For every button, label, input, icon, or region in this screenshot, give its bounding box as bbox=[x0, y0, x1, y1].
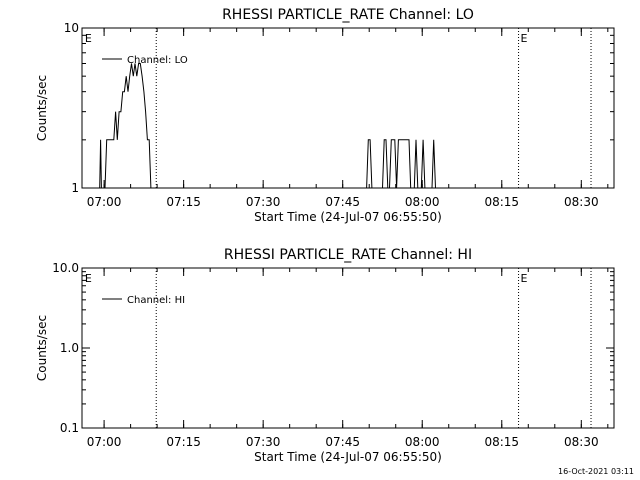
x-tick-label: 08:30 bbox=[564, 195, 599, 209]
x-tick-label: 08:00 bbox=[405, 195, 440, 209]
y-axis-label: Counts/sec bbox=[35, 315, 49, 381]
event-marker-label: E bbox=[85, 272, 92, 285]
legend-entry: Channel: HI bbox=[127, 295, 185, 306]
y-tick-label: 10.0 bbox=[52, 261, 79, 275]
event-marker-label: E bbox=[85, 32, 92, 45]
x-tick-label: 08:15 bbox=[484, 195, 519, 209]
x-tick-label: 07:45 bbox=[325, 195, 360, 209]
panel-lo-channel: RHESSI PARTICLE_RATE Channel: LO Counts/s… bbox=[35, 7, 615, 224]
legend-entry: Channel: LO bbox=[127, 55, 188, 66]
event-marker-label: E bbox=[521, 272, 528, 285]
x-tick-label: 07:45 bbox=[325, 435, 360, 449]
x-tick-label: 08:30 bbox=[564, 435, 599, 449]
x-tick-label: 07:15 bbox=[166, 195, 201, 209]
chart-title: RHESSI PARTICLE_RATE Channel: HI bbox=[224, 247, 472, 263]
plot-frame bbox=[81, 27, 615, 189]
event-marker-label: E bbox=[521, 32, 528, 45]
y-tick-label: 0.1 bbox=[60, 421, 79, 435]
panel-hi-channel: RHESSI PARTICLE_RATE Channel: HI Counts/s… bbox=[35, 247, 615, 464]
x-axis-label: Start Time (24-Jul-07 06:55:50) bbox=[254, 210, 442, 224]
y-tick-label: 1.0 bbox=[60, 341, 79, 355]
x-tick-label: 07:30 bbox=[246, 435, 281, 449]
x-tick-label: 08:15 bbox=[484, 435, 519, 449]
x-tick-label: 07:15 bbox=[166, 435, 201, 449]
y-tick-label: 1 bbox=[71, 181, 79, 195]
x-tick-label: 07:00 bbox=[87, 435, 122, 449]
x-tick-label: 08:00 bbox=[405, 435, 440, 449]
x-tick-label: 07:00 bbox=[87, 195, 122, 209]
footer-timestamp: 16-Oct-2021 03:11 bbox=[558, 467, 634, 476]
chart-title: RHESSI PARTICLE_RATE Channel: LO bbox=[222, 7, 474, 23]
y-axis-label: Counts/sec bbox=[35, 75, 49, 141]
x-tick-label: 07:30 bbox=[246, 195, 281, 209]
y-tick-label: 10 bbox=[64, 21, 79, 35]
series-line bbox=[99, 63, 438, 189]
plot-frame bbox=[81, 267, 615, 429]
x-axis-label: Start Time (24-Jul-07 06:55:50) bbox=[254, 450, 442, 464]
